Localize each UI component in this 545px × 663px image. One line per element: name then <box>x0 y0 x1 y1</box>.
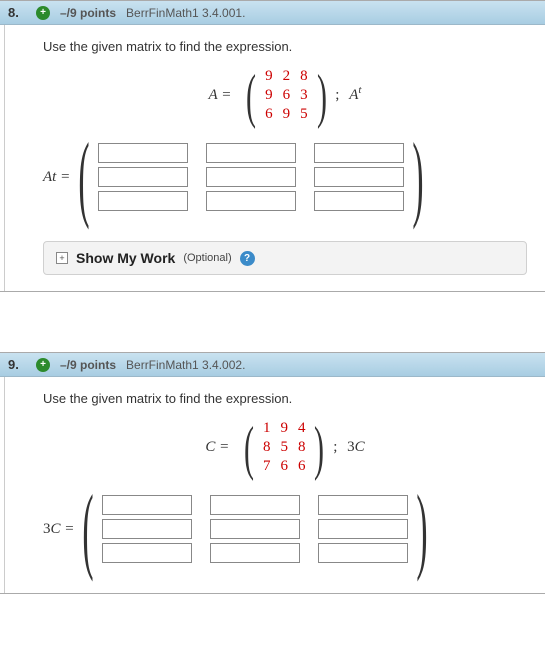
answer-cell-input[interactable] <box>206 167 296 187</box>
left-paren-icon: ( <box>246 71 256 121</box>
answer-cell-input[interactable] <box>98 191 188 211</box>
answer-cell-input[interactable] <box>98 167 188 187</box>
source-label: BerrFinMath1 3.4.002. <box>126 358 245 372</box>
answer-lhs: At = <box>43 169 70 186</box>
right-paren-icon: ) <box>413 141 424 213</box>
answer-cell-input[interactable] <box>206 143 296 163</box>
answer-row: At = ( ) <box>43 141 527 213</box>
matrix-cell: 5 <box>280 439 288 456</box>
question-number: 9. <box>8 357 26 372</box>
prompt-text: Use the given matrix to find the express… <box>43 39 527 54</box>
matrix-cell: 9 <box>265 68 273 85</box>
prompt-text: Use the given matrix to find the express… <box>43 391 527 406</box>
matrix-cell: 9 <box>283 106 291 123</box>
right-paren-icon: ) <box>317 71 327 121</box>
semicolon: ; <box>333 439 337 455</box>
answer-cell-input[interactable] <box>210 495 300 515</box>
left-paren-icon: ( <box>79 141 90 213</box>
matrix-cell: 8 <box>263 439 271 456</box>
points-label: –/9 points <box>60 358 116 372</box>
matrix-cell: 9 <box>280 420 288 437</box>
matrix-cell: 7 <box>263 458 271 475</box>
matrix-cell: 1 <box>263 420 271 437</box>
answer-cell-input[interactable] <box>318 495 408 515</box>
rhs-expression: At <box>349 87 361 103</box>
show-my-work-optional: (Optional) <box>183 252 231 264</box>
matrix-cell: 3 <box>300 87 308 104</box>
answer-row: 3C = ( ) <box>43 493 527 565</box>
right-paren-icon: ) <box>314 423 324 473</box>
right-paren-icon: ) <box>417 493 428 565</box>
rhs-expression: 3C <box>347 439 365 455</box>
question-body: Use the given matrix to find the express… <box>4 377 545 593</box>
answer-cell-input[interactable] <box>318 543 408 563</box>
expand-icon[interactable]: + <box>36 6 50 20</box>
points-label: –/9 points <box>60 6 116 20</box>
answer-cell-input[interactable] <box>210 543 300 563</box>
answer-matrix-inputs <box>102 495 408 563</box>
question-8: 8. + –/9 points BerrFinMath1 3.4.001. Us… <box>0 0 545 292</box>
matrix-cell: 4 <box>298 420 306 437</box>
matrix-cell: 5 <box>300 106 308 123</box>
matrix-cell: 9 <box>265 87 273 104</box>
matrix-grid: 1 9 4 8 5 8 7 6 6 <box>259 420 310 475</box>
expand-icon[interactable]: + <box>36 358 50 372</box>
answer-cell-input[interactable] <box>206 191 296 211</box>
matrix-var: C <box>205 439 215 455</box>
answer-cell-input[interactable] <box>210 519 300 539</box>
matrix-cell: 6 <box>298 458 306 475</box>
matrix-cell: 2 <box>283 68 291 85</box>
help-icon[interactable]: ? <box>240 251 255 266</box>
answer-cell-input[interactable] <box>102 519 192 539</box>
answer-cell-input[interactable] <box>314 167 404 187</box>
answer-cell-input[interactable] <box>102 543 192 563</box>
show-my-work-bar[interactable]: + Show My Work (Optional) ? <box>43 241 527 275</box>
matrix-cell: 8 <box>300 68 308 85</box>
question-number: 8. <box>8 5 26 20</box>
matrix-cell: 8 <box>298 439 306 456</box>
matrix-cell: 6 <box>280 458 288 475</box>
left-paren-icon: ( <box>83 493 94 565</box>
source-label: BerrFinMath1 3.4.001. <box>126 6 245 20</box>
matrix-var: A <box>209 87 218 103</box>
answer-cell-input[interactable] <box>102 495 192 515</box>
matrix-cell: 6 <box>283 87 291 104</box>
show-my-work-label: Show My Work <box>76 250 175 266</box>
matrix-definition: A = ( 9 2 8 9 6 3 6 9 5 ) ; At <box>43 68 527 123</box>
matrix-cell: 6 <box>265 106 273 123</box>
left-paren-icon: ( <box>244 423 254 473</box>
semicolon: ; <box>335 87 339 103</box>
answer-matrix-inputs <box>98 143 404 211</box>
matrix-definition: C = ( 1 9 4 8 5 8 7 6 6 ) ; 3C <box>43 420 527 475</box>
answer-cell-input[interactable] <box>314 143 404 163</box>
question-header: 9. + –/9 points BerrFinMath1 3.4.002. <box>0 353 545 377</box>
matrix-grid: 9 2 8 9 6 3 6 9 5 <box>261 68 312 123</box>
answer-cell-input[interactable] <box>314 191 404 211</box>
answer-cell-input[interactable] <box>318 519 408 539</box>
question-body: Use the given matrix to find the express… <box>4 25 545 291</box>
answer-lhs: 3C = <box>43 521 74 538</box>
plus-box-icon[interactable]: + <box>56 252 68 264</box>
question-header: 8. + –/9 points BerrFinMath1 3.4.001. <box>0 1 545 25</box>
answer-cell-input[interactable] <box>98 143 188 163</box>
question-9: 9. + –/9 points BerrFinMath1 3.4.002. Us… <box>0 352 545 594</box>
